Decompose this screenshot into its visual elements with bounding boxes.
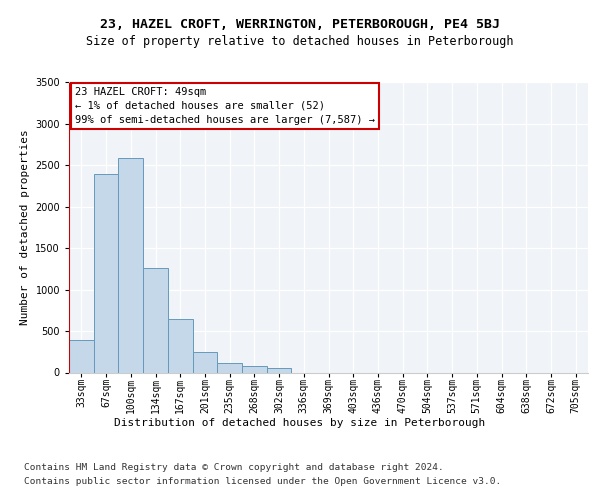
Text: Contains HM Land Registry data © Crown copyright and database right 2024.: Contains HM Land Registry data © Crown c… <box>24 462 444 471</box>
Bar <box>94 174 118 372</box>
Text: Size of property relative to detached houses in Peterborough: Size of property relative to detached ho… <box>86 35 514 48</box>
Bar <box>267 368 292 372</box>
Text: 23 HAZEL CROFT: 49sqm
← 1% of detached houses are smaller (52)
99% of semi-detac: 23 HAZEL CROFT: 49sqm ← 1% of detached h… <box>75 87 375 125</box>
Y-axis label: Number of detached properties: Number of detached properties <box>20 130 29 326</box>
Bar <box>118 158 143 372</box>
Bar <box>168 320 193 372</box>
Text: Contains public sector information licensed under the Open Government Licence v3: Contains public sector information licen… <box>24 478 501 486</box>
Text: Distribution of detached houses by size in Peterborough: Distribution of detached houses by size … <box>115 418 485 428</box>
Bar <box>242 366 267 372</box>
Bar <box>143 268 168 372</box>
Bar <box>193 352 217 372</box>
Bar <box>217 364 242 372</box>
Text: 23, HAZEL CROFT, WERRINGTON, PETERBOROUGH, PE4 5BJ: 23, HAZEL CROFT, WERRINGTON, PETERBOROUG… <box>100 18 500 30</box>
Bar <box>69 340 94 372</box>
